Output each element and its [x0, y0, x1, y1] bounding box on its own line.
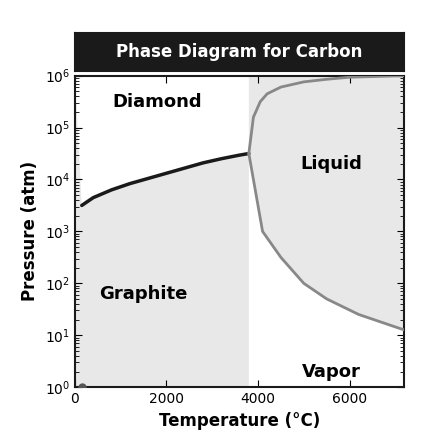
Text: Graphite: Graphite — [99, 285, 188, 303]
X-axis label: Temperature (°C): Temperature (°C) — [159, 412, 320, 429]
Text: Diamond: Diamond — [113, 93, 202, 111]
Text: Liquid: Liquid — [300, 155, 362, 173]
Text: Phase Diagram for Carbon: Phase Diagram for Carbon — [116, 43, 363, 61]
Text: Vapor: Vapor — [302, 363, 361, 380]
Polygon shape — [249, 154, 404, 387]
Y-axis label: Pressure (atm): Pressure (atm) — [21, 162, 39, 301]
Polygon shape — [75, 76, 249, 206]
